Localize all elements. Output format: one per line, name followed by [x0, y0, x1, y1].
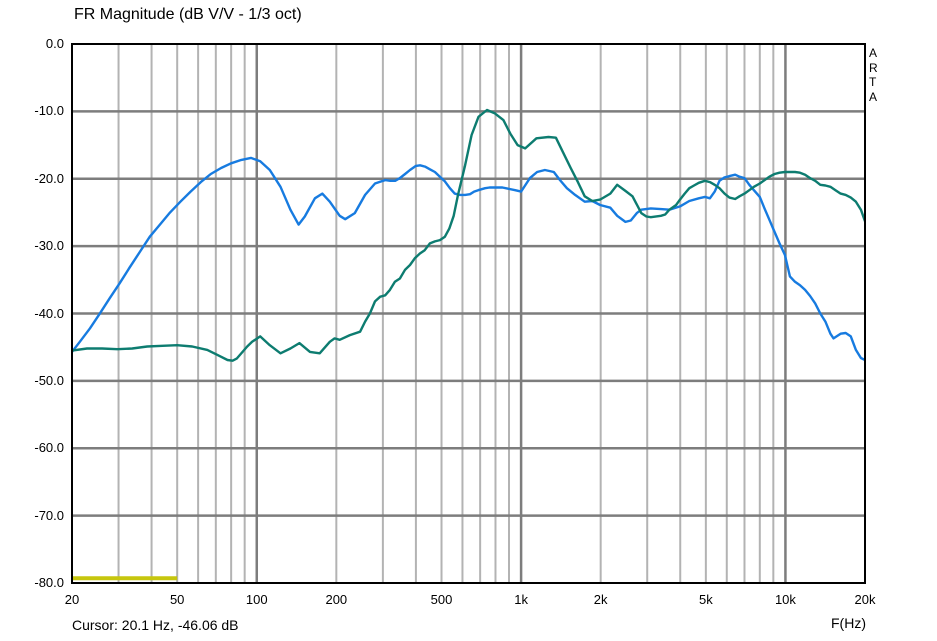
x-tick-label: 5k: [698, 592, 713, 607]
x-tick-label: 1k: [514, 592, 528, 607]
x-tick-label: 50: [169, 592, 185, 607]
x-tick-label: 20: [64, 592, 80, 607]
y-tick-label: -80.0: [34, 575, 64, 590]
x-tick-label: 100: [245, 592, 268, 607]
y-tick-label: -30.0: [34, 238, 64, 254]
x-tick-label: 2k: [593, 592, 608, 607]
fr-plot-area[interactable]: [71, 43, 866, 584]
cursor-status-text: Cursor: 20.1 Hz, -46.06 dB: [72, 617, 239, 633]
chart-title: FR Magnitude (dB V/V - 1/3 oct): [74, 6, 302, 23]
green-response-curve: [71, 108, 866, 362]
y-tick-label: -40.0: [34, 305, 64, 321]
x-axis-unit-label: F(Hz): [831, 615, 866, 631]
x-tick-label: 10k: [774, 592, 796, 607]
x-tick-label: 20k: [854, 592, 876, 607]
y-tick-label: -70.0: [34, 507, 64, 523]
arta-watermark: ARTA: [869, 46, 878, 104]
plot-border: [71, 43, 866, 584]
y-tick-label: -20.0: [34, 170, 64, 186]
y-tick-label: -60.0: [34, 440, 64, 456]
x-tick-label: 200: [325, 592, 348, 607]
y-tick-label: 0.0: [45, 36, 64, 51]
y-tick-label: -10.0: [34, 103, 64, 119]
blue-response-curve: [71, 156, 866, 362]
y-tick-label: -50.0: [34, 372, 64, 388]
x-tick-label: 500: [430, 592, 453, 607]
